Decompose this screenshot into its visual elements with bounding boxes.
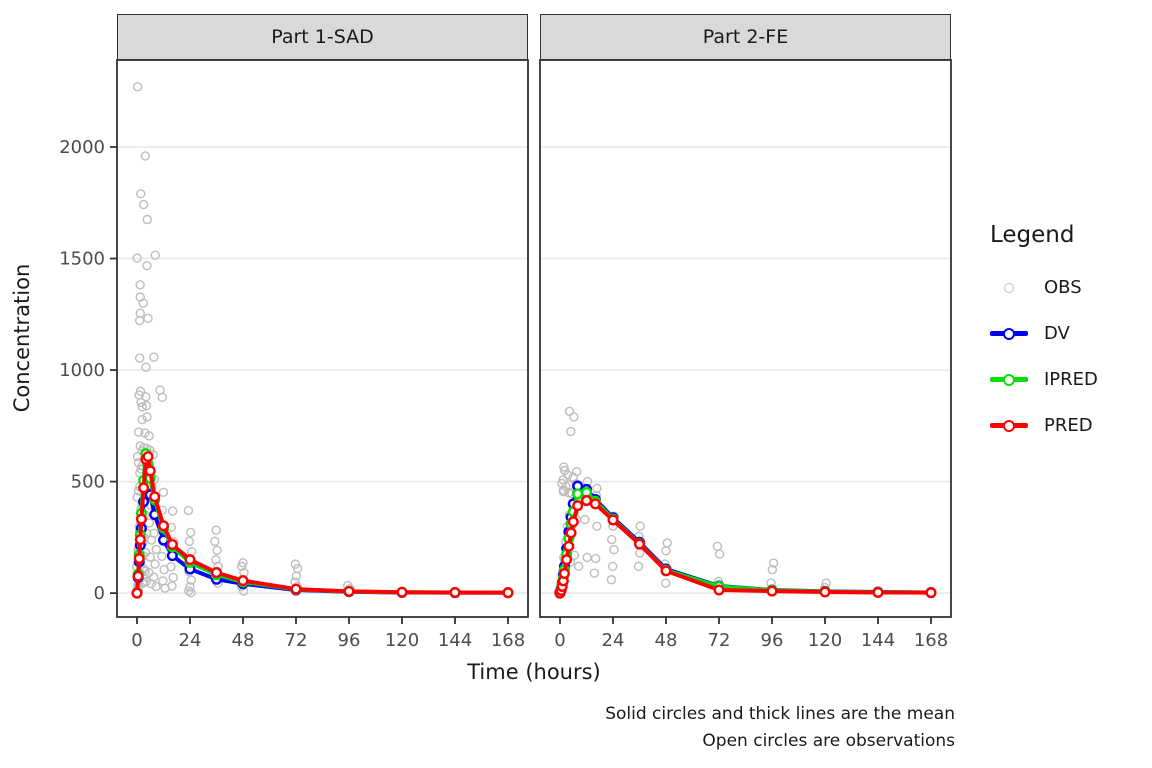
x-tick-label: 168 <box>914 630 948 651</box>
facet-strip-part2-fe: Part 2-FE <box>540 14 951 60</box>
facet-strip-part1-sad: Part 1-SAD <box>117 14 528 60</box>
panel-border <box>116 59 529 618</box>
legend-label-obs: OBS <box>1044 277 1082 298</box>
x-tick-label: 72 <box>708 630 731 651</box>
y-axis-ticks: 0 500 1000 1500 2000 <box>59 137 117 604</box>
legend-entry-pred: PRED <box>988 412 1098 439</box>
legend-entry-dv: DV <box>988 320 1098 347</box>
series-ipred <box>554 486 937 599</box>
gridlines <box>540 145 951 595</box>
caption-line-2: Open circles are observations <box>702 731 955 751</box>
obs-points <box>131 82 355 598</box>
y-tick-label: 1500 <box>59 249 105 270</box>
x-axis-title: Time (hours) <box>467 660 601 684</box>
legend-label-pred: PRED <box>1044 415 1093 436</box>
caption-line-1: Solid circles and thick lines are the me… <box>605 704 955 724</box>
legend-title: Legend <box>990 222 1075 248</box>
dv-line-icon <box>988 327 1030 340</box>
x-tick-label: 48 <box>655 630 678 651</box>
pred-line-icon <box>988 419 1030 432</box>
x-tick-label: 24 <box>179 630 202 651</box>
x-tick-label: 120 <box>385 630 419 651</box>
x-tick-label: 144 <box>861 630 895 651</box>
panel-part2-fe: 0 24 48 72 96 120 144 168 <box>539 59 952 651</box>
y-tick-label: 2000 <box>59 137 105 158</box>
x-tick-label: 144 <box>438 630 472 651</box>
caption: Solid circles and thick lines are the me… <box>605 701 955 755</box>
x-tick-label: 0 <box>131 630 142 651</box>
series-pred <box>131 451 514 599</box>
y-tick-label: 1000 <box>59 360 105 381</box>
gridlines <box>117 145 528 595</box>
legend-entry-ipred: IPRED <box>988 366 1098 393</box>
y-tick-label: 500 <box>71 472 105 493</box>
ipred-line-icon <box>988 373 1030 386</box>
y-axis-title: Concentration <box>10 263 34 413</box>
legend-label-dv: DV <box>1044 323 1070 344</box>
x-tick-label: 96 <box>338 630 361 651</box>
legend-label-ipred: IPRED <box>1044 369 1098 390</box>
x-axis-ticks: 0 24 48 72 96 120 144 168 <box>131 617 525 651</box>
x-tick-label: 168 <box>491 630 525 651</box>
y-tick-label: 0 <box>94 583 105 604</box>
series-dv <box>554 480 937 599</box>
x-axis-ticks: 0 24 48 72 96 120 144 168 <box>554 617 948 651</box>
panel-border <box>539 59 952 618</box>
x-tick-label: 24 <box>602 630 625 651</box>
series-pred <box>554 495 937 599</box>
x-tick-label: 0 <box>554 630 565 651</box>
x-tick-label: 48 <box>232 630 255 651</box>
x-tick-label: 96 <box>761 630 784 651</box>
legend-entry-obs: OBS <box>988 274 1098 301</box>
obs-point-icon <box>988 282 1030 293</box>
x-tick-label: 120 <box>808 630 842 651</box>
legend: Legend OBS DV IPRED PRED <box>988 222 1098 458</box>
x-tick-label: 72 <box>285 630 308 651</box>
panel-part1-sad: 0 24 48 72 96 120 144 168 <box>116 59 529 651</box>
